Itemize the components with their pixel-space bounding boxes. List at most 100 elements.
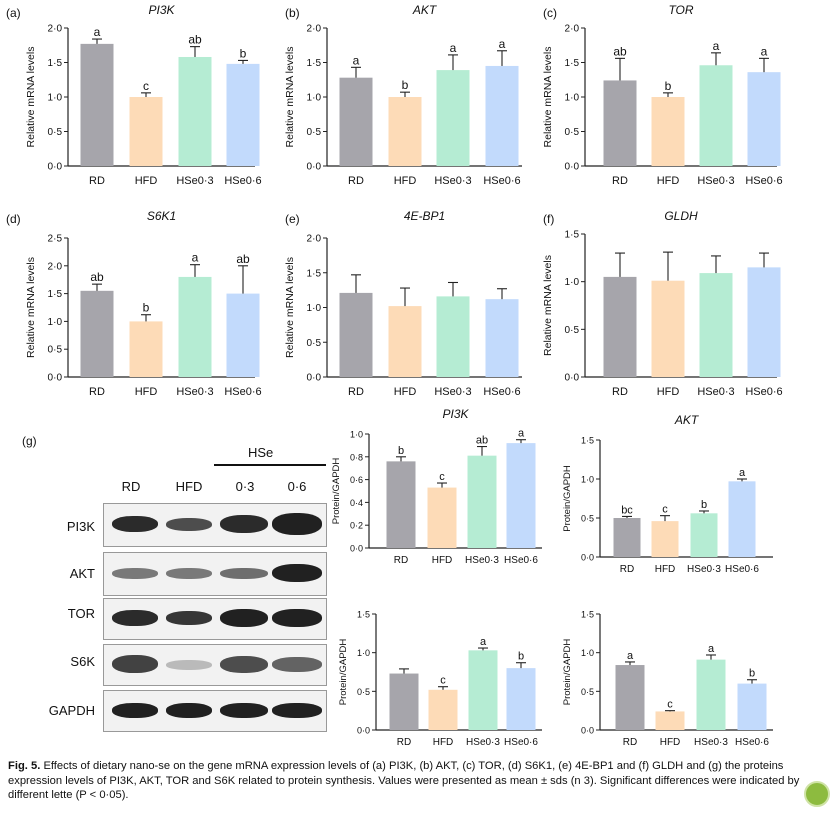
chart4-x-tick-label-0: RD [348,386,364,398]
chart0-bar-1 [129,97,163,166]
band-pi3k-hse03 [220,515,268,533]
chart0-x-tick-label-0: RD [89,175,105,187]
chart9-x-tick-label-2: HSe0·3 [694,737,728,748]
chart0-bar-2 [178,56,212,167]
band-pi3k-rd [112,516,158,532]
chart7-x-tick-label-2: HSe0·3 [687,564,721,575]
chart3-bar-0 [80,290,114,377]
chart0-y-tick-label: 2·0 [48,24,63,35]
band-gapdh-hse03 [220,703,268,718]
chart0-sig-letter-3: b [240,46,247,60]
caption-fig-label: Fig. 5. [8,760,41,772]
chart8-y-tick-label: 0·0 [357,726,370,736]
chart7-sig-letter-1: c [662,504,668,516]
chart3-bar-1 [129,321,163,377]
chart1-sig-letter-1: b [402,78,409,92]
chart8-sig-letter-1: c [440,675,446,687]
chart4-y-tick-label: 1·0 [307,303,322,314]
chart2-title: TOR [668,3,693,17]
chart3-bar-3 [226,293,260,377]
chart2-x-tick-label-1: HFD [657,175,680,187]
chart9-y-tick-label: 0·5 [581,687,594,697]
blot-strip-pi3k [103,503,327,547]
chart5-x-tick-label-1: HFD [657,386,680,398]
band-tor-rd [112,610,158,626]
chart5-y-tick-label: 0·5 [565,325,580,336]
chart6-y-tick-label: 0·8 [350,452,363,462]
chart6-bar-0 [386,461,416,548]
chart5-bar-1 [651,280,685,377]
blot-row-label-s6k: S6K [70,654,95,669]
chart4-x-tick-label-2: HSe0·3 [434,386,471,398]
chart2-y-tick-label: 1·5 [565,58,580,69]
chart5-y-tick-label: 1·5 [565,230,580,241]
chart5-x-tick-label-2: HSe0·3 [697,386,734,398]
blot-strip-akt [103,552,327,596]
hse-group-label: HSe [248,445,274,460]
chart9-y-tick-label: 1·5 [581,610,594,620]
chart1-y-tick-label: 0·0 [307,162,322,173]
chart7-y-tick-label: 1·0 [581,475,594,485]
chart3-y-tick-label: 0·0 [48,373,63,384]
chart8-x-tick-label-2: HSe0·3 [466,737,500,748]
chart1-x-tick-label-3: HSe0·6 [483,175,520,187]
chart3-y-tick-label: 2·0 [48,261,63,272]
chart3-x-tick-label-1: HFD [135,386,158,398]
chart5-x-tick-label-3: HSe0·6 [745,386,782,398]
chart2-y-tick-label: 0·5 [565,127,580,138]
chart7-y-axis-label: Protein/GAPDH [562,465,573,532]
chart4-x-tick-label-3: HSe0·6 [483,386,520,398]
chart1-x-tick-label-2: HSe0·3 [434,175,471,187]
chart3-sig-letter-0: ab [90,270,104,284]
chart8-y-tick-label: 1·5 [357,610,370,620]
chart8-x-tick-label-0: RD [397,737,411,748]
chart6-bar-2 [467,455,497,548]
chart6-sig-letter-2: ab [476,435,488,447]
chart0-title: PI3K [148,3,175,17]
lane-label-rd: RD [121,479,141,494]
chart9-bar-1 [655,711,685,730]
chart1-title: AKT [412,3,438,17]
chart1-sig-letter-3: a [499,37,506,51]
chart2-bar-2 [699,65,733,166]
chart9-sig-letter-1: c [667,699,673,711]
chart3-y-axis-label: Relative mRNA levels [25,257,37,358]
chart3-y-tick-label: 1·5 [48,289,63,300]
chart1-sig-letter-2: a [450,41,457,55]
chart2-y-tick-label: 1·0 [565,93,580,104]
chart7-sig-letter-2: b [701,499,707,511]
chart0-x-tick-label-1: HFD [135,175,158,187]
panel-label-b: (b) [285,6,300,20]
chart4-y-tick-label: 0·5 [307,338,322,349]
chart9-bar-3 [737,683,767,730]
panel-label-a: (a) [6,6,21,20]
chart3-x-tick-label-2: HSe0·3 [176,386,213,398]
chart4-y-axis-label: Relative mRNA levels [284,257,296,358]
chart7-x-tick-label-3: HSe0·6 [725,564,759,575]
chart6-y-axis-label: Protein/GAPDH [331,458,342,525]
chart6-y-tick-label: 0·6 [350,475,363,485]
chart9-x-tick-label-1: HFD [660,737,681,748]
band-gapdh-hfd [166,703,212,718]
chart7-y-tick-label: 0·5 [581,514,594,524]
chart6-y-tick-label: 0·0 [350,544,363,554]
chart5-y-tick-label: 0·0 [565,373,580,384]
chart6-x-tick-label-1: HFD [432,555,453,566]
band-akt-rd [112,568,158,579]
band-s6k-hse03 [220,656,268,673]
chart1-bar-1 [388,97,422,166]
chart2-y-tick-label: 0·0 [565,162,580,173]
band-tor-hse03 [220,609,268,627]
chart1-x-tick-label-1: HFD [394,175,417,187]
chart9-x-tick-label-3: HSe0·6 [735,737,769,748]
chart0-sig-letter-0: a [94,25,101,39]
caption-text: Effects of dietary nano-se on the gene m… [8,760,800,802]
chart2-bar-3 [747,72,781,166]
band-s6k-hse06 [272,657,322,672]
panel-label-g: (g) [22,434,37,448]
chart5-y-tick-label: 1·0 [565,277,580,288]
chart4-title: 4E-BP1 [404,209,445,223]
chart0-bar-3 [226,63,260,166]
chart0-x-tick-label-3: HSe0·6 [224,175,261,187]
chart0-sig-letter-1: c [143,79,149,93]
